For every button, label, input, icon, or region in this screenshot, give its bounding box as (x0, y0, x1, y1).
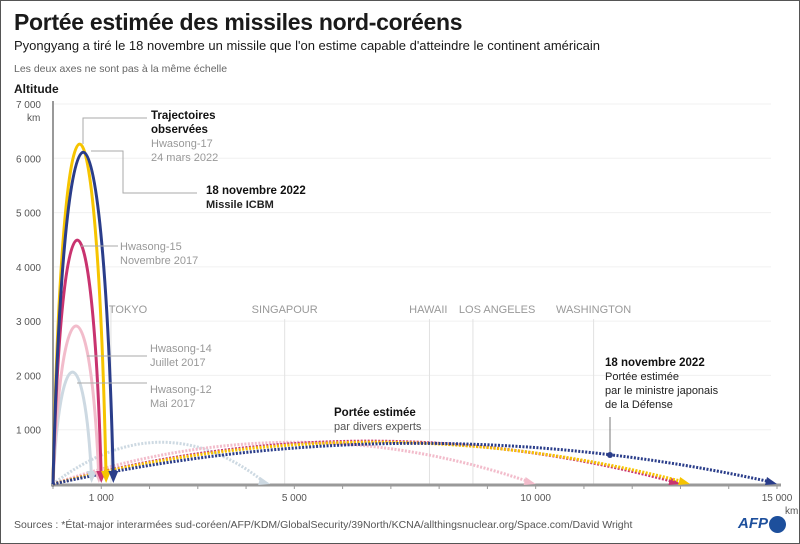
estimated-trajectory-hwasong-14 (52, 440, 531, 486)
y-tick-label: 3 000 (16, 317, 41, 328)
japan-title: 18 novembre 2022 (605, 357, 705, 369)
page-title: Portée estimée des missiles nord-coréens (14, 9, 463, 35)
afp-logo-dot (769, 516, 786, 533)
label-observed-h17: Trajectoires observées Hwasong-17 24 mar… (151, 109, 231, 165)
y-tick-label: 6 000 (16, 154, 41, 165)
city-label: SINGAPOUR (252, 304, 318, 316)
estimated-trajectory-18-novembre-2022 (52, 441, 772, 486)
label-experts: Portée estimée par divers experts (334, 406, 421, 434)
icbm-date: Missile ICBM (206, 199, 274, 211)
label-h12: Hwasong-12 Mai 2017 (150, 383, 212, 411)
arrowhead (765, 477, 777, 485)
japan-line3: de la Défense (605, 399, 673, 411)
arrowhead (86, 471, 97, 483)
afp-logo: AFP (738, 515, 768, 532)
h15-name: Hwasong-15 (120, 241, 182, 253)
x-tick-label: 1 000 (89, 493, 114, 504)
city-label: HAWAII (409, 304, 447, 316)
label-h14: Hwasong-14 Juillet 2017 (150, 342, 212, 370)
x-tick-label: 15 000 (762, 493, 793, 504)
label-h15: Hwasong-15 Novembre 2017 (120, 240, 198, 268)
h17-date: 24 mars 2022 (151, 152, 219, 164)
observed-trajectory-18-novembre-2022 (51, 151, 115, 485)
y-tick-label: 1 000 (16, 426, 41, 437)
estimated-trajectory-hwasong-12 (52, 440, 266, 486)
icbm-name: 18 novembre 2022 (206, 185, 306, 197)
japan-line1: Portée estimée (605, 371, 679, 383)
city-label: LOS ANGELES (459, 304, 535, 316)
sources: Sources : *État-major interarmées sud-co… (14, 519, 633, 531)
scale-note: Les deux axes ne sont pas à la même éche… (14, 63, 228, 75)
y-tick-label: 5 000 (16, 209, 41, 220)
experts-sub: par divers experts (334, 421, 422, 433)
h17-name: Hwasong-17 (151, 138, 213, 150)
h15-date: Novembre 2017 (120, 255, 199, 267)
y-tick-label: 7 000 (16, 100, 41, 111)
h14-name: Hwasong-14 (150, 343, 212, 355)
y-unit: km (27, 113, 41, 124)
h12-name: Hwasong-12 (150, 384, 212, 396)
x-unit: km (785, 506, 799, 517)
label-icbm: 18 novembre 2022 Missile ICBM (206, 184, 306, 212)
japan-marker (607, 452, 613, 458)
experts-title: Portée estimée (334, 407, 416, 419)
observed-trajectory-hwasong-14 (51, 324, 101, 485)
japan-line2: par le ministre japonais (605, 385, 719, 397)
leader-line (82, 117, 147, 144)
arrowhead (258, 477, 271, 485)
y-tick-label: 4 000 (16, 263, 41, 274)
city-label: WASHINGTON (556, 304, 631, 316)
subtitle: Pyongyang a tiré le 18 novembre un missi… (14, 38, 600, 53)
h14-date: Juillet 2017 (150, 357, 206, 369)
arrowhead (101, 471, 112, 483)
estimated-trajectory-hwasong-17 (52, 440, 685, 486)
label-japan: 18 novembre 2022 Portée estimée par le m… (605, 356, 718, 412)
y-tick-label: 2 000 (16, 371, 41, 382)
city-label: TOKYO (109, 304, 148, 316)
arrowhead (678, 477, 691, 485)
arrowhead (108, 471, 119, 483)
x-tick-label: 10 000 (520, 493, 551, 504)
arrowhead (523, 477, 536, 485)
leader-line (91, 150, 197, 194)
h12-date: Mai 2017 (150, 398, 196, 410)
observed-title: Trajectoires observées (151, 110, 216, 136)
y-axis-label: Altitude (14, 82, 59, 96)
x-tick-label: 5 000 (282, 493, 307, 504)
